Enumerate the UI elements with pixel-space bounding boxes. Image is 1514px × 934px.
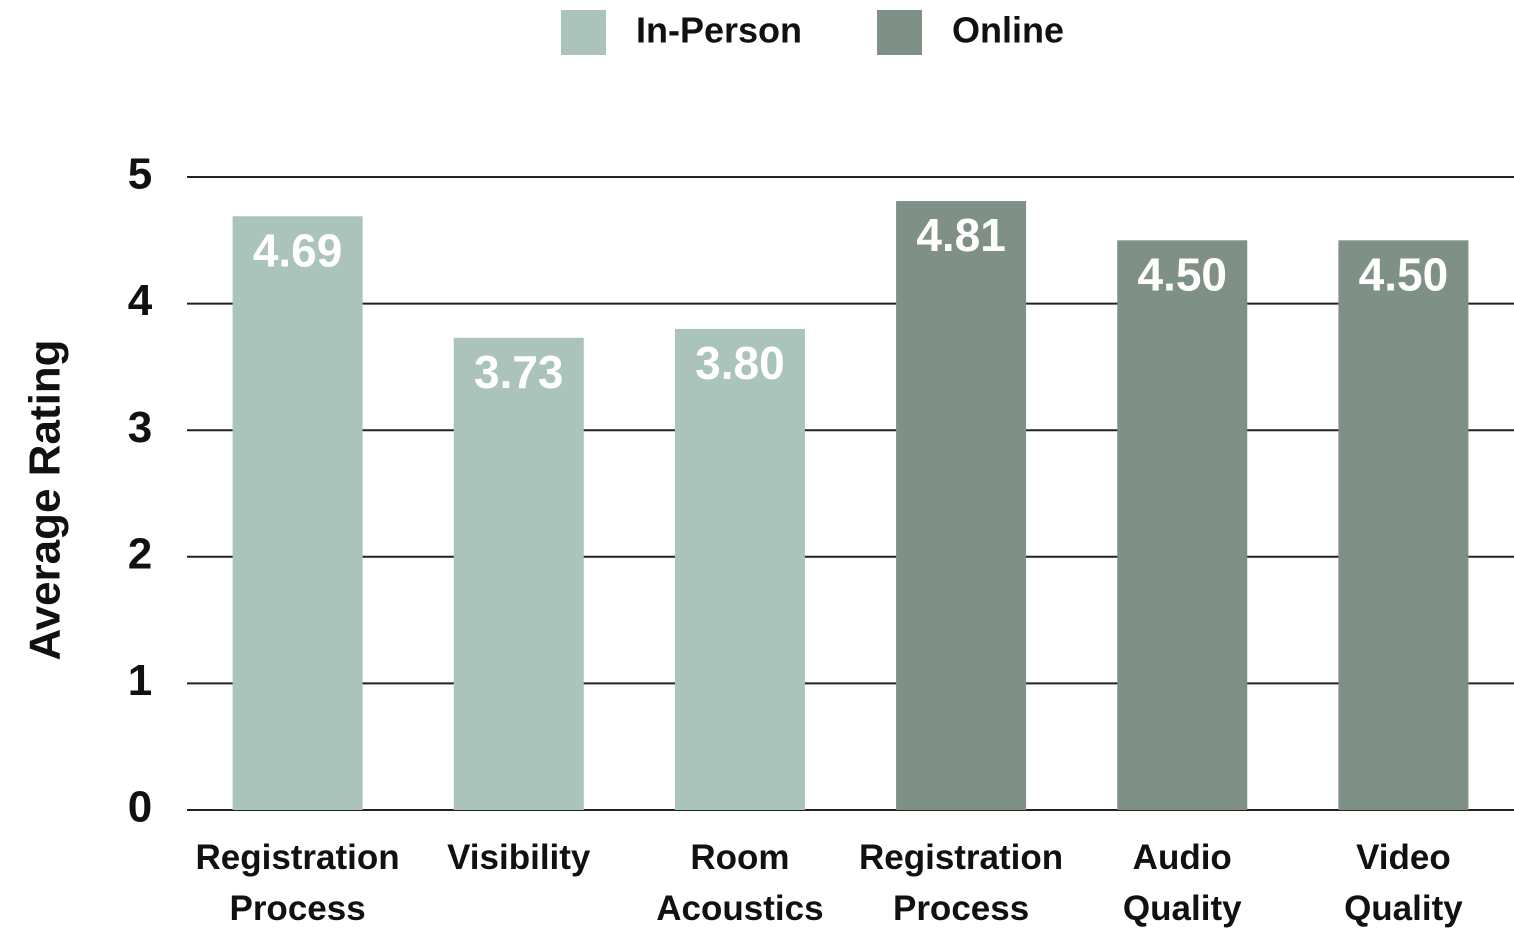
- y-tick-label: 4: [128, 276, 153, 325]
- x-tick-label: Registration Process: [858, 838, 1064, 928]
- legend-label: Online: [952, 10, 1064, 51]
- value-label: 4.69: [253, 224, 343, 276]
- x-tick-label: Registration Process: [195, 838, 400, 928]
- legend-swatch: [561, 10, 606, 55]
- value-label: 4.81: [916, 209, 1006, 261]
- x-tick-label: Audio Quality: [1122, 838, 1242, 928]
- y-tick-label: 5: [128, 150, 152, 199]
- x-tick-label: Room Acoustics: [656, 838, 824, 928]
- bar: [1117, 240, 1248, 811]
- value-label: 4.50: [1359, 248, 1449, 300]
- y-tick-label: 1: [128, 656, 152, 705]
- x-tick-label: Visibility: [447, 838, 591, 877]
- bar: [896, 201, 1027, 810]
- y-axis-title: Average Rating: [21, 339, 70, 660]
- value-label: 3.73: [474, 346, 564, 398]
- x-tick-label: Video Quality: [1344, 838, 1463, 928]
- bar: [674, 328, 805, 810]
- y-tick-label: 2: [128, 529, 152, 578]
- value-label: 4.50: [1137, 248, 1227, 300]
- legend-label: In-Person: [636, 10, 802, 51]
- y-tick-label: 0: [128, 783, 152, 832]
- value-label: 3.80: [695, 337, 785, 389]
- bar: [232, 216, 363, 811]
- bar: [1338, 240, 1469, 811]
- bar: [453, 337, 584, 810]
- y-tick-label: 3: [128, 403, 152, 452]
- legend-swatch: [877, 10, 923, 55]
